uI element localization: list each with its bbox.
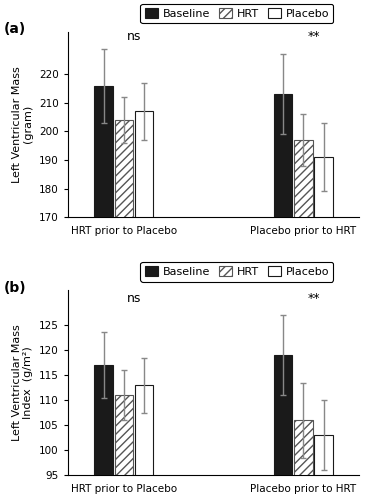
Text: (b): (b) [4, 280, 26, 294]
Bar [115, 395, 133, 475]
Bar [115, 120, 133, 217]
Bar [95, 86, 113, 217]
Text: ns: ns [127, 30, 141, 43]
Bar [294, 140, 313, 217]
Bar [135, 112, 153, 217]
Bar [314, 157, 333, 217]
Bar [95, 365, 113, 476]
Y-axis label: Left Ventricular Mass
(gram): Left Ventricular Mass (gram) [12, 66, 34, 182]
Legend: Baseline, HRT, Placebo: Baseline, HRT, Placebo [141, 4, 334, 24]
Text: **: ** [307, 30, 320, 43]
Bar [274, 355, 292, 476]
Text: ns: ns [127, 292, 141, 305]
Text: **: ** [307, 292, 320, 305]
Legend: Baseline, HRT, Placebo: Baseline, HRT, Placebo [141, 262, 334, 281]
Y-axis label: Left Ventricular Mass
Index  (g/m²): Left Ventricular Mass Index (g/m²) [12, 324, 33, 441]
Bar [294, 420, 313, 476]
Bar [274, 94, 292, 217]
Text: (a): (a) [4, 22, 26, 36]
Bar [314, 436, 333, 476]
Bar [135, 385, 153, 476]
